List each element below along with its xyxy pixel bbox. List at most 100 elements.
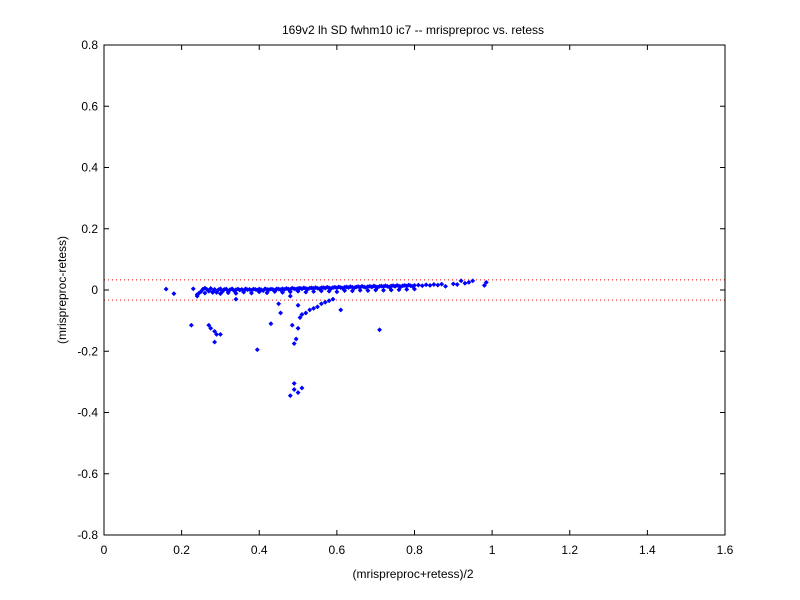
scatter-point	[194, 292, 200, 298]
scatter-point	[342, 288, 348, 294]
scatter-point	[287, 293, 293, 299]
scatter-point	[427, 282, 433, 288]
x-tick-label: 1.4	[639, 543, 656, 557]
scatter-point	[233, 290, 239, 296]
scatter-point	[278, 310, 284, 316]
scatter-point	[279, 289, 286, 296]
scatter-point	[287, 393, 293, 399]
scatter-point	[217, 331, 223, 337]
scatter-point	[299, 311, 305, 318]
x-tick-label: 0.4	[251, 543, 268, 557]
scatter-point	[208, 325, 214, 331]
scatter-point	[303, 310, 309, 316]
scatter-point	[311, 305, 317, 311]
scatter-point	[349, 288, 355, 294]
scatter-point	[326, 298, 332, 304]
scatter-point	[423, 282, 429, 288]
scatter-point	[318, 288, 324, 294]
scatter-point	[233, 296, 239, 302]
scatter-point	[217, 291, 223, 297]
scatter-point	[470, 278, 476, 284]
scatter-point	[188, 322, 194, 328]
scatter-point	[330, 296, 336, 302]
scatter-point	[314, 304, 321, 310]
x-tick-label: 1.6	[717, 543, 734, 557]
scatter-point	[450, 281, 456, 287]
y-tick-label: 0.2	[81, 222, 98, 236]
scatter-point	[377, 327, 383, 333]
y-tick-label: -0.8	[77, 528, 98, 542]
scatter-point	[338, 307, 344, 313]
scatter-point	[454, 281, 460, 288]
x-axis-label: (mrispreproc+retess)/2	[352, 567, 473, 581]
scatter-point	[210, 289, 216, 296]
scatter-point	[190, 286, 196, 292]
scatter-point	[295, 390, 301, 396]
x-tick-label: 0.8	[406, 543, 423, 557]
scatter-point	[326, 288, 332, 294]
scatter-point	[303, 289, 309, 295]
scatter-point	[419, 283, 425, 289]
y-tick-label: -0.6	[77, 467, 98, 481]
scatter-point	[272, 288, 278, 295]
y-tick-label: -0.4	[77, 406, 98, 420]
x-tick-label: 0.6	[329, 543, 346, 557]
axes-frame	[103, 44, 726, 536]
x-tick-label: 1	[489, 543, 496, 557]
scatter-point	[208, 285, 214, 292]
x-axis-ticks: 0 0.2 0.4 0.6 0.8 1 1.2 1.4 1.6	[101, 45, 734, 557]
scatter-point	[212, 286, 218, 292]
scatter-point	[396, 287, 402, 293]
scatter-point	[293, 336, 299, 342]
scatter-point	[212, 328, 218, 334]
x-tick-label: 1.2	[561, 543, 578, 557]
x-tick-label: 0.2	[173, 543, 190, 557]
y-tick-label: 0	[91, 283, 98, 297]
scatter-point	[458, 278, 464, 284]
scatter-point	[466, 279, 472, 285]
y-axis-ticks: -0.8 -0.6 -0.4 -0.2 0 0.2 0.4 0.6 0.8	[77, 38, 725, 542]
scatter-point	[291, 341, 297, 347]
scatter-point	[404, 286, 410, 292]
scatter-point	[439, 281, 445, 287]
scatter-point	[163, 286, 169, 292]
y-tick-label: 0.8	[81, 38, 98, 52]
scatter-point	[322, 299, 328, 305]
chart-title: 169v2 lh SD fwhm10 ic7 -- mrispreproc vs…	[282, 23, 544, 37]
x-tick-label: 0	[101, 543, 108, 557]
scatter-point	[318, 301, 324, 307]
scatter-point	[442, 283, 449, 289]
scatter-point	[268, 321, 274, 327]
scatter-points	[163, 278, 489, 399]
y-axis-label: (mrispreproc-retess)	[55, 236, 69, 344]
scatter-point	[388, 287, 394, 293]
scatter-point	[225, 290, 231, 296]
scatter-point	[435, 282, 441, 288]
scatter-point	[202, 290, 208, 296]
scatter-point	[206, 322, 212, 328]
scatter-point	[311, 288, 317, 295]
y-tick-label: 0.6	[81, 99, 98, 113]
scatter-point	[357, 287, 363, 293]
scatter-point	[264, 290, 270, 296]
scatter-point	[254, 347, 260, 353]
scatter-point	[380, 287, 387, 293]
scatter-point	[411, 286, 418, 292]
scatter-point	[462, 280, 468, 286]
scatter-point	[481, 282, 487, 288]
scatter-point	[171, 291, 177, 297]
scatter-point	[295, 325, 301, 331]
scatter-point	[212, 339, 218, 345]
scatter-point	[483, 279, 489, 285]
scatter-point	[289, 322, 295, 328]
scatter-point	[241, 289, 247, 295]
scatter-point	[431, 281, 437, 288]
scatter-point	[291, 386, 297, 393]
scatter-point	[297, 315, 303, 321]
scatter-point	[295, 288, 301, 294]
y-tick-label: 0.4	[81, 161, 98, 175]
scatter-point	[256, 289, 262, 295]
scatter-point	[373, 287, 379, 293]
scatter-point	[307, 307, 313, 313]
